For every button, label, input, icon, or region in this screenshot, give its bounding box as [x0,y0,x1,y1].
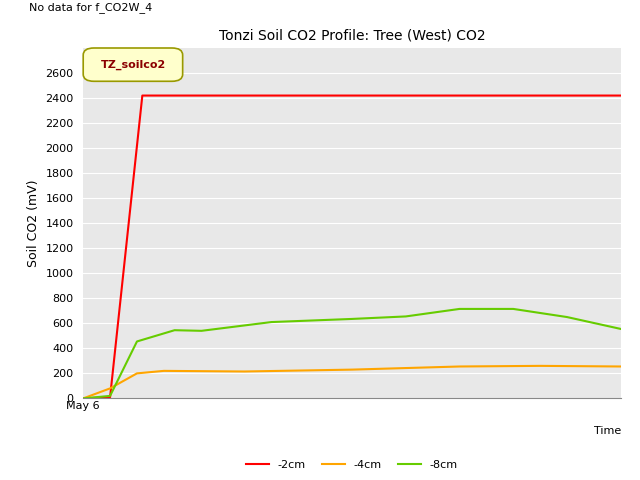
Text: TZ_soilco2: TZ_soilco2 [100,60,166,70]
FancyBboxPatch shape [83,48,182,81]
Text: Time: Time [593,426,621,436]
Text: No data for f_CO2W_4: No data for f_CO2W_4 [29,2,153,13]
Legend: -2cm, -4cm, -8cm: -2cm, -4cm, -8cm [242,456,462,474]
Y-axis label: Soil CO2 (mV): Soil CO2 (mV) [27,180,40,267]
Title: Tonzi Soil CO2 Profile: Tree (West) CO2: Tonzi Soil CO2 Profile: Tree (West) CO2 [219,29,485,43]
